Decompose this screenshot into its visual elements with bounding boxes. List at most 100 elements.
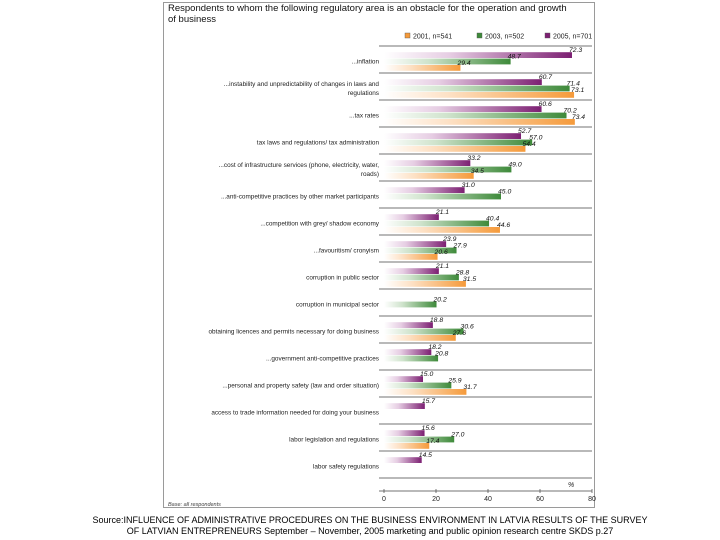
bar-2005-7 <box>384 241 447 247</box>
value-label-2003-0: 48.7 <box>508 53 521 60</box>
bar-2005-6 <box>384 214 439 220</box>
bar-2003-12 <box>384 382 452 389</box>
bar-2003-4 <box>384 166 512 173</box>
value-label-2001-0: 29.4 <box>456 60 470 67</box>
category-label-15-0: labor safety regulations <box>313 463 379 470</box>
x-axis: 0 20 40 60 80% Base: all respondents <box>168 482 596 508</box>
bar-2003-1 <box>384 85 570 92</box>
bar-2001-6 <box>384 227 500 233</box>
bar-2003-8 <box>384 274 459 281</box>
bar-2003-0 <box>384 58 511 65</box>
category-label-1-0: ...instability and unpredictability of c… <box>224 81 380 88</box>
value-label-2005-2: 60.6 <box>539 101 552 108</box>
bar-2001-2 <box>384 119 575 125</box>
bar-2005-10 <box>384 322 433 328</box>
bar-2003-6 <box>384 220 490 227</box>
legend-swatch-2001 <box>404 32 411 39</box>
bar-2001-7 <box>384 254 438 260</box>
value-label-2005-10: 18.8 <box>430 317 443 324</box>
value-label-2005-6: 21.1 <box>435 209 449 216</box>
value-label-2005-14: 15.6 <box>422 425 435 432</box>
category-label-3-0: tax laws and regulations/ tax administra… <box>257 139 380 146</box>
bar-2005-0 <box>384 52 572 58</box>
value-label-2003-4: 49.0 <box>508 161 521 168</box>
value-label-2001-8: 31.5 <box>463 276 476 283</box>
bar-2001-4 <box>384 173 474 179</box>
value-label-2003-12: 25.9 <box>447 377 461 384</box>
bars: 72.3 48.7 29.4 60.7 71.473.1 60.6 70.273.4 52.7… <box>384 47 585 463</box>
base-note: Base: all respondents <box>168 502 221 508</box>
category-label-13-0: access to trade information needed for d… <box>211 409 379 416</box>
value-label-2005-7: 23.9 <box>442 236 456 243</box>
source-caption: Source:INFLUENCE OF ADMINISTRATIVE PROCE… <box>40 515 700 537</box>
category-label-5-0: ...anti-competitive practices by other m… <box>221 193 379 200</box>
value-label-2003-11: 20.8 <box>434 350 448 357</box>
bar-2003-9 <box>384 301 437 308</box>
legend-label-2005: 2005, n=701 <box>553 34 592 41</box>
legend-label-2001: 2001, n=541 <box>413 34 452 41</box>
bar-2005-4 <box>384 160 471 166</box>
value-label-2003-2: 70.2 <box>564 107 577 114</box>
value-label-2001-1: 73.1 <box>571 87 584 94</box>
bar-2005-2 <box>384 106 542 112</box>
value-label-2001-4: 34.5 <box>471 168 484 175</box>
bar-2001-8 <box>384 281 466 287</box>
x-tick-label-20: 20 <box>432 496 440 503</box>
category-label-4-1: roads) <box>361 171 379 178</box>
value-label-2005-3: 52.7 <box>518 128 531 135</box>
source-line-1: Source:INFLUENCE OF ADMINISTRATIVE PROCE… <box>92 515 648 525</box>
value-label-2001-3: 54.4 <box>522 141 535 148</box>
category-label-1-1: regulations <box>348 90 379 97</box>
value-label-2001-7: 20.6 <box>434 249 448 256</box>
bar-2003-3 <box>384 139 533 146</box>
bar-2005-13 <box>384 403 425 409</box>
category-labels: ...inflation ...instability and unpredict… <box>208 58 379 470</box>
bar-2003-11 <box>384 355 439 362</box>
x-tick-label-60: 60 <box>536 496 544 503</box>
category-label-11-0: ...government anti-competitive practices <box>266 355 379 362</box>
bar-2003-5 <box>384 193 501 200</box>
legend: 2001, n=541 2003, n=502 2005, n=701 <box>404 32 592 41</box>
value-label-2005-13: 15.7 <box>422 398 435 405</box>
value-label-2001-2: 73.4 <box>572 114 585 121</box>
category-label-14-0: labor legislation and regulations <box>289 436 379 443</box>
bar-2003-10 <box>384 328 464 335</box>
value-label-2003-8: 28.8 <box>455 269 469 276</box>
x-tick-label-0: 0 <box>382 496 386 503</box>
value-label-2001-10: 27.6 <box>452 330 466 337</box>
category-label-9-0: corruption in municipal sector <box>296 301 380 308</box>
x-tick-label-40: 40 <box>484 496 492 503</box>
value-label-2005-11: 18.2 <box>428 344 441 351</box>
value-label-2005-5: 31.0 <box>462 182 475 189</box>
value-label-2003-5: 45.0 <box>498 188 511 195</box>
chart-title: Respondents to whom the following regula… <box>168 3 567 25</box>
category-label-7-0: ...favouritism/ cronyism <box>314 247 379 254</box>
value-label-2003-14: 27.0 <box>450 431 464 438</box>
bar-2003-14 <box>384 436 455 443</box>
row-separators <box>379 45 592 479</box>
bar-2005-12 <box>384 376 423 382</box>
category-label-2-0: ...tax rates <box>349 112 379 119</box>
value-label-2003-3: 57.0 <box>529 134 542 141</box>
category-label-10-0: obtaining licences and permits necessary… <box>208 328 379 335</box>
value-label-2003-10: 30.6 <box>461 323 474 330</box>
category-label-12-0: ...personal and property safety (law and… <box>222 382 379 389</box>
bar-2001-0 <box>384 65 461 71</box>
bar-2005-11 <box>384 349 432 355</box>
bar-2005-5 <box>384 187 465 193</box>
bar-2001-3 <box>384 146 526 152</box>
category-label-8-0: corruption in public sector <box>306 274 380 281</box>
value-label-2005-4: 33.2 <box>467 155 480 162</box>
bar-2001-14 <box>384 443 430 449</box>
value-label-2003-7: 27.9 <box>453 242 467 249</box>
category-label-4-0: ...cost of infrastructure services (phon… <box>219 162 380 169</box>
legend-swatch-2005 <box>544 32 551 39</box>
bar-2005-8 <box>384 268 439 274</box>
bar-2001-1 <box>384 92 575 98</box>
value-label-2003-1: 71.4 <box>567 80 580 87</box>
value-label-2005-0: 72.3 <box>569 47 582 54</box>
value-label-2003-9: 20.2 <box>433 296 447 303</box>
bar-2005-1 <box>384 79 542 85</box>
x-tick-label-80: 80 <box>588 496 596 503</box>
